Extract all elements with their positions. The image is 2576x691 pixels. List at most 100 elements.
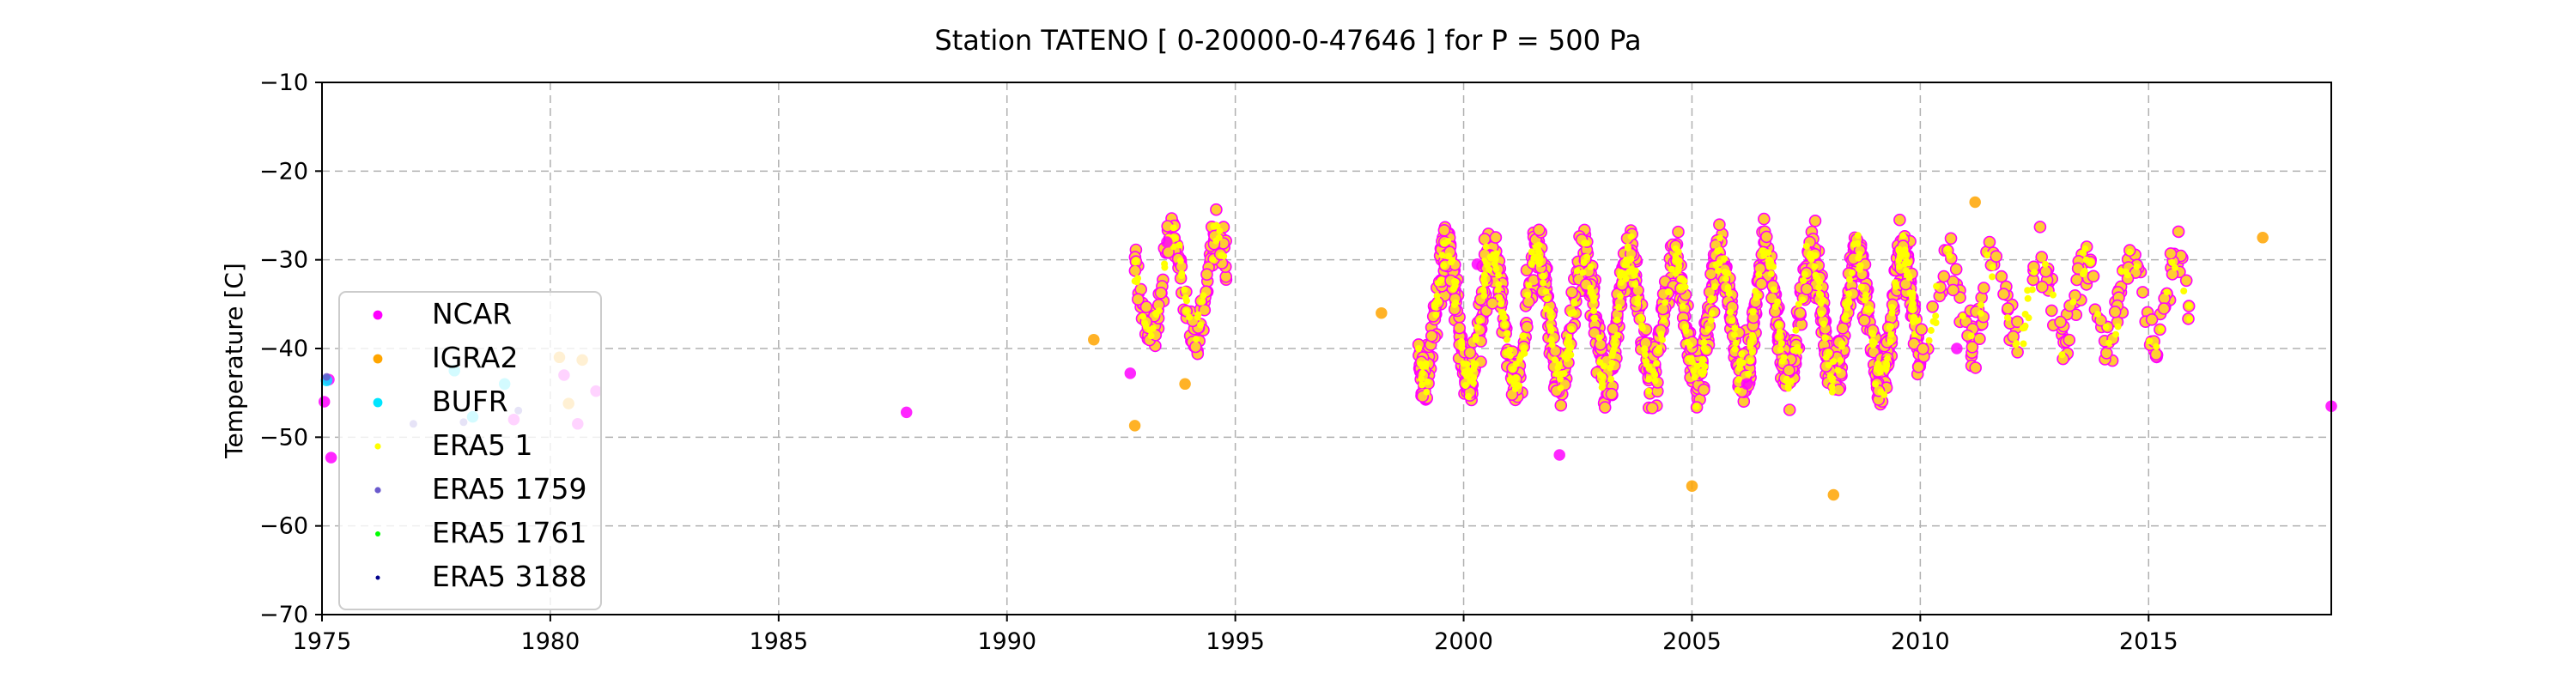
data-point bbox=[1424, 378, 1431, 385]
data-point bbox=[1989, 264, 1996, 271]
data-point bbox=[1727, 308, 1735, 316]
data-point bbox=[1730, 331, 1738, 339]
data-point bbox=[1783, 364, 1795, 377]
data-point bbox=[1691, 373, 1698, 381]
data-point bbox=[1485, 297, 1499, 310]
data-point bbox=[1949, 263, 1963, 276]
data-point bbox=[1836, 322, 1850, 335]
data-point bbox=[1628, 265, 1636, 273]
data-point bbox=[1995, 270, 2008, 283]
data-point bbox=[1200, 292, 1207, 300]
data-point bbox=[2133, 263, 2141, 270]
data-point bbox=[2041, 260, 2049, 268]
data-point bbox=[1653, 360, 1661, 367]
x-tick-label: 1990 bbox=[977, 628, 1036, 655]
data-point bbox=[1888, 304, 1896, 311]
data-point bbox=[1461, 382, 1469, 389]
data-point bbox=[1500, 313, 1507, 321]
data-point bbox=[1678, 276, 1686, 283]
data-point bbox=[1591, 315, 1598, 322]
data-point bbox=[1186, 313, 1194, 321]
data-point bbox=[2094, 310, 2101, 318]
data-point bbox=[2164, 247, 2178, 260]
data-point bbox=[1458, 341, 1466, 349]
data-point bbox=[2185, 302, 2193, 310]
data-point bbox=[1989, 273, 1996, 281]
data-point bbox=[1528, 248, 1535, 256]
data-point bbox=[1607, 322, 1620, 336]
data-point bbox=[1688, 358, 1696, 366]
data-point bbox=[1897, 252, 1905, 260]
era5-dense-points bbox=[1915, 221, 2196, 374]
data-point bbox=[1645, 401, 1659, 415]
data-point bbox=[1912, 361, 1925, 373]
data-point bbox=[1821, 334, 1829, 342]
data-point bbox=[1467, 377, 1474, 385]
data-point bbox=[1567, 325, 1575, 333]
data-point bbox=[1438, 252, 1446, 259]
data-point bbox=[1645, 387, 1653, 395]
y-tick-label: −60 bbox=[259, 513, 308, 540]
data-point bbox=[1959, 312, 1966, 320]
x-tick-label: 2015 bbox=[2119, 628, 2178, 655]
data-point bbox=[2168, 258, 2176, 266]
data-point bbox=[1895, 245, 1903, 253]
data-point bbox=[1512, 361, 1520, 367]
data-point bbox=[1209, 256, 1217, 264]
y-tick-label: −70 bbox=[259, 602, 308, 628]
data-point bbox=[1506, 346, 1513, 354]
data-point bbox=[1649, 367, 1657, 375]
data-point bbox=[1155, 307, 1163, 315]
data-point bbox=[2163, 288, 2171, 296]
legend-marker bbox=[375, 575, 380, 580]
y-tick-label: −20 bbox=[259, 158, 308, 185]
data-point bbox=[1608, 360, 1616, 367]
data-point bbox=[2157, 302, 2171, 315]
data-point bbox=[1616, 293, 1624, 300]
data-point bbox=[1704, 325, 1712, 333]
data-point bbox=[1783, 377, 1790, 385]
data-point bbox=[1978, 282, 1990, 294]
data-point bbox=[1722, 275, 1729, 282]
data-point bbox=[1520, 344, 1528, 352]
data-point bbox=[1799, 296, 1807, 304]
x-tick-label: 1995 bbox=[1206, 628, 1265, 655]
data-point bbox=[1724, 284, 1732, 291]
data-point bbox=[1855, 254, 1862, 262]
data-point bbox=[1777, 340, 1785, 347]
data-point bbox=[1595, 334, 1603, 342]
data-point bbox=[1637, 313, 1644, 321]
data-point bbox=[1494, 286, 1502, 294]
data-point bbox=[1801, 270, 1808, 278]
data-point bbox=[2082, 256, 2090, 264]
data-point bbox=[1827, 488, 1840, 501]
data-point bbox=[1432, 311, 1440, 318]
data-point bbox=[1521, 349, 1528, 357]
data-point bbox=[1524, 291, 1531, 299]
data-point bbox=[1466, 368, 1473, 376]
data-point bbox=[1698, 383, 1710, 397]
data-point bbox=[1792, 326, 1800, 334]
data-point bbox=[2179, 274, 2193, 288]
data-point bbox=[1909, 306, 1917, 313]
data-point bbox=[1607, 375, 1615, 383]
data-point bbox=[1198, 303, 1212, 317]
data-point bbox=[1868, 330, 1875, 337]
data-point bbox=[1657, 330, 1665, 338]
data-point bbox=[1543, 295, 1551, 303]
data-point bbox=[1698, 361, 1705, 368]
data-point bbox=[1672, 225, 1685, 239]
data-point bbox=[1134, 275, 1141, 282]
data-point bbox=[1759, 247, 1766, 255]
data-point bbox=[1465, 392, 1472, 400]
data-point bbox=[1631, 271, 1638, 279]
data-point bbox=[1590, 307, 1598, 315]
data-point bbox=[1846, 276, 1853, 283]
data-point bbox=[1181, 286, 1188, 294]
data-point bbox=[1579, 269, 1587, 276]
data-point bbox=[2013, 340, 2020, 348]
legend: NCAR IGRA2 BUFR ERA5 1 ERA5 1759 ERA5 1761 ERA… bbox=[338, 291, 602, 610]
data-point bbox=[1973, 332, 1986, 346]
data-point bbox=[1904, 271, 1911, 279]
data-point bbox=[1828, 388, 1836, 396]
